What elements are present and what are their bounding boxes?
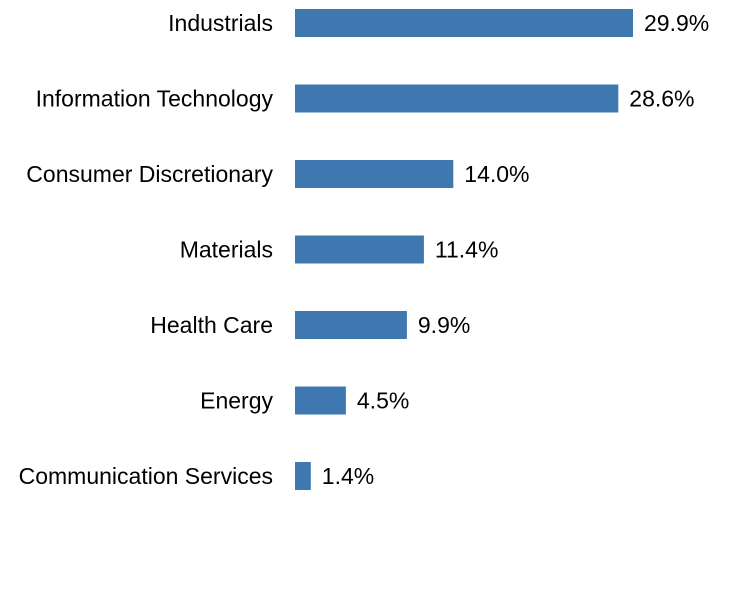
bar	[295, 160, 454, 188]
bar	[295, 311, 407, 339]
value-label: 4.5%	[357, 388, 409, 414]
bar	[295, 235, 424, 264]
category-label: Information Technology	[36, 86, 274, 112]
category-label: Materials	[180, 237, 273, 263]
value-label: 11.4%	[435, 237, 499, 263]
category-label: Energy	[200, 388, 273, 414]
value-label: 28.6%	[629, 86, 694, 112]
value-labels-group: 29.9% 28.6% 14.0% 11.4% 9.9% 4.5% 1.4%	[322, 10, 709, 489]
category-label: Consumer Discretionary	[26, 161, 273, 187]
category-label: Health Care	[150, 312, 273, 338]
category-label: Industrials	[168, 10, 273, 36]
bar	[295, 386, 346, 415]
category-labels-group: Industrials Information Technology Consume…	[19, 10, 274, 489]
bar	[295, 84, 619, 113]
value-label: 14.0%	[464, 161, 529, 187]
bar	[295, 462, 311, 490]
category-label: Communication Services	[19, 463, 273, 489]
value-label: 9.9%	[418, 312, 470, 338]
value-label: 29.9%	[644, 10, 709, 36]
bar	[295, 9, 633, 37]
bars-group	[295, 9, 633, 490]
value-label: 1.4%	[322, 463, 374, 489]
